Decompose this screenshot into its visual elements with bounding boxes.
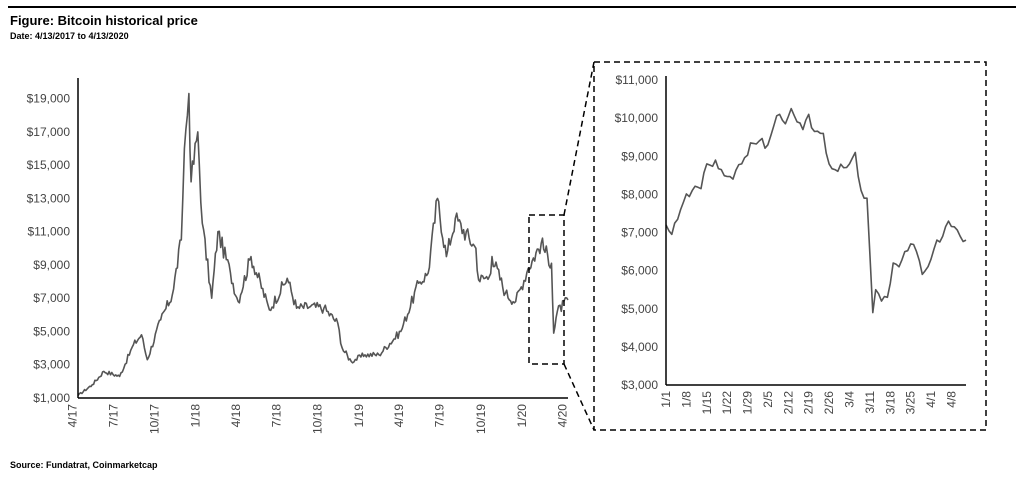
main-price-line: [77, 92, 569, 396]
zoom-xtick-label: 1/29: [741, 391, 755, 415]
main-ytick-label: $17,000: [27, 125, 71, 139]
zoom-connector-top: [563, 61, 595, 216]
zoom-xtick-label: 1/15: [700, 391, 714, 415]
zoom-xtick-label: 1/1: [659, 391, 673, 408]
zoom-xtick-label: 2/26: [822, 391, 836, 415]
zoom-xtick-label: 3/4: [842, 391, 856, 408]
top-rule: [8, 6, 1016, 8]
main-ytick-label: $5,000: [33, 324, 70, 338]
figure-title: Figure: Bitcoin historical price: [10, 13, 198, 28]
zoom-connector-bottom: [563, 363, 595, 431]
main-xtick-label: 7/18: [270, 404, 284, 428]
zoom-ytick-label: $7,000: [621, 226, 658, 240]
zoom-xtick-label: 2/19: [802, 391, 816, 415]
main-xtick-label: 4/18: [229, 404, 243, 428]
main-xtick-label: 10/17: [147, 404, 161, 434]
zoom-xtick-label: 4/8: [944, 391, 958, 408]
zoom-xtick-label: 4/1: [924, 391, 938, 408]
main-ytick-label: $1,000: [33, 391, 70, 405]
zoom-ytick-label: $5,000: [621, 302, 658, 316]
main-ytick-label: $3,000: [33, 358, 70, 372]
zoom-ytick-label: $11,000: [616, 73, 659, 87]
zoom-frame: [593, 61, 987, 431]
main-xtick-label: 1/20: [515, 404, 529, 428]
zoom-xtick-label: 3/25: [904, 391, 918, 415]
zoom-ytick-label: $8,000: [621, 187, 658, 201]
zoom-callout: [528, 61, 987, 431]
zoom-xtick-label: 3/18: [883, 391, 897, 415]
zoom-ytick-label: $9,000: [621, 149, 658, 163]
source-note: Source: Fundatrat, Coinmarketcap: [10, 460, 158, 470]
main-xtick-label: 7/19: [433, 404, 447, 428]
main-ytick-label: $7,000: [33, 291, 70, 305]
main-chart: $1,000 $3,000 $5,000 $7,000 $9,000 $11,000 $13…: [27, 78, 570, 434]
main-ytick-label: $11,000: [28, 225, 71, 239]
main-xtick-label: 4/20: [556, 404, 570, 428]
zoom-xtick-label: 1/22: [720, 391, 734, 415]
zoom-ytick-label: $3,000: [621, 378, 658, 392]
zoom-xtick-label: 2/12: [781, 391, 795, 415]
zoom-xtick-label: 3/11: [863, 391, 877, 414]
main-xtick-label: 10/18: [311, 404, 325, 434]
main-xtick-label: 1/19: [352, 404, 366, 428]
main-xtick-label: 1/18: [189, 404, 203, 428]
main-xtick-label: 7/17: [106, 404, 120, 428]
main-xtick-label: 4/17: [66, 404, 80, 428]
zoom-xtick-label: 1/8: [679, 391, 693, 408]
main-ytick-label: $13,000: [27, 191, 71, 205]
main-ytick-label: $15,000: [27, 158, 71, 172]
main-ytick-label: $9,000: [33, 258, 70, 272]
zoom-source-box: [528, 214, 565, 365]
main-ytick-label: $19,000: [27, 92, 71, 106]
main-xtick-label: 10/19: [474, 404, 488, 434]
zoom-ytick-label: $6,000: [621, 264, 658, 278]
zoom-chart: $3,000 $4,000 $5,000 $6,000 $7,000 $8,000 $9,0…: [615, 73, 967, 415]
zoom-price-line: [665, 107, 967, 314]
zoom-ytick-label: $10,000: [615, 111, 659, 125]
zoom-ytick-label: $4,000: [621, 340, 658, 354]
figure-subtitle: Date: 4/13/2017 to 4/13/2020: [10, 31, 129, 41]
main-xtick-label: 4/19: [392, 404, 406, 428]
zoom-xtick-label: 2/5: [761, 391, 775, 408]
